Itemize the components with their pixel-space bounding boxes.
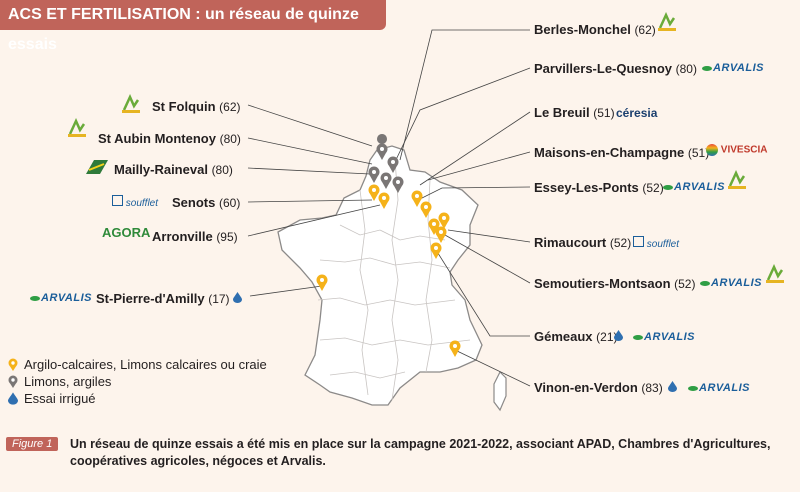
soufflet-logo: soufflet <box>112 195 158 209</box>
arvalis-logo: ARVALIS <box>702 62 764 74</box>
legend-item-gray: Limons, argiles <box>6 373 267 390</box>
site-gemeaux: Gémeaux (21) <box>534 329 618 344</box>
site-vinon-en-verdon: Vinon-en-Verdon (83) <box>534 380 663 395</box>
arvalis-logo: ARVALIS <box>30 292 92 304</box>
site-rimaucourt: Rimaucourt (52) <box>534 235 632 250</box>
site-senots: Senots (60) <box>172 195 241 210</box>
france-outline <box>277 145 483 406</box>
legend: Argilo-calcaires, Limons calcaires ou cr… <box>6 356 267 407</box>
chambres-agriculture-logo <box>120 93 142 117</box>
water-drop-icon <box>668 381 677 392</box>
leader-lines <box>247 29 531 387</box>
chambres-agriculture-logo <box>726 169 748 193</box>
site-st-pierre-d-amilly: St-Pierre-d'Amilly (17) <box>96 291 230 306</box>
yellow-pin-icon <box>8 358 18 371</box>
map-pins <box>316 134 461 357</box>
arvalis-logo: ARVALIS <box>663 181 725 193</box>
chambres-agriculture-logo <box>764 263 786 287</box>
soufflet-logo: soufflet <box>633 236 679 250</box>
water-drop-icon <box>614 330 623 341</box>
arvalis-logo: ARVALIS <box>633 331 695 343</box>
ceresia-logo: céresia <box>616 106 658 120</box>
legend-item-yellow: Argilo-calcaires, Limons calcaires ou cr… <box>6 356 267 373</box>
site-mailly-raineval: Mailly-Raineval (80) <box>114 162 233 177</box>
agora-logo: AGORA <box>102 225 151 240</box>
legend-item-irrigated: Essai irrigué <box>6 390 267 407</box>
site-essey-les-ponts: Essey-Les-Ponts (52) <box>534 180 664 195</box>
mailly-logo <box>86 160 108 179</box>
arvalis-logo: ARVALIS <box>688 382 750 394</box>
site-st-folquin: St Folquin (62) <box>152 99 241 114</box>
corsica <box>493 370 507 412</box>
yellow-pins <box>316 184 461 357</box>
site-maisons-en-champagne: Maisons-en-Champagne (51) <box>534 145 710 160</box>
department-borders <box>317 159 471 401</box>
site-le-breuil: Le Breuil (51) <box>534 105 615 120</box>
site-berles-monchel: Berles-Monchel (62) <box>534 22 656 37</box>
gray-pin-icon <box>8 375 18 388</box>
water-drop-icon <box>233 292 242 303</box>
chambres-agriculture-logo <box>66 117 88 141</box>
water-drop-icon <box>8 392 18 405</box>
site-parvillers-le-quesnoy: Parvillers-Le-Quesnoy (80) <box>534 61 697 76</box>
site-arronville: Arronville (95) <box>152 229 238 244</box>
figure-title: ACS ET FERTILISATION : un réseau de quin… <box>0 0 386 53</box>
figure-tag: Figure 1 <box>6 437 59 451</box>
arvalis-logo: ARVALIS <box>700 277 762 289</box>
site-semoutiers-montsaon: Semoutiers-Montsaon (52) <box>534 276 696 291</box>
chambres-agriculture-logo <box>656 11 678 35</box>
site-st-aubin-montenoy: St Aubin Montenoy (80) <box>98 131 241 146</box>
figure-caption: Un réseau de quinze essais a été mis en … <box>70 437 771 468</box>
vivescia-logo: VIVESCIA <box>706 144 767 156</box>
